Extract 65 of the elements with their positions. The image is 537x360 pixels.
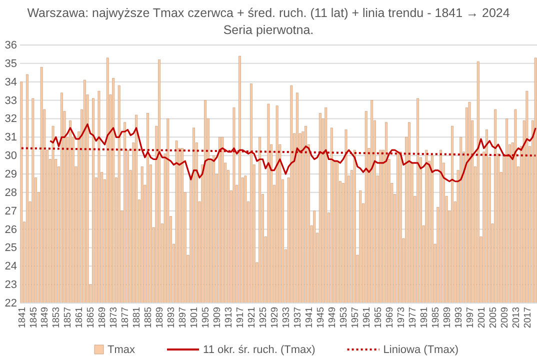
y-tick-label: 36 [4,40,17,52]
y-tick-label: 23 [4,279,17,292]
y-tick-label: 24 [4,260,17,273]
x-tick-label: 1929 [270,307,281,328]
y-tick-label: 25 [4,242,17,254]
x-tick-label: 2005 [488,307,499,328]
x-tick-label: 1877 [120,307,132,328]
x-tick-label: 1965 [372,307,384,328]
x-tick-label: 1861 [74,307,86,328]
x-tick-label: 1841 [16,307,28,328]
chart-title: Warszawa: najwyższe Tmax czerwca + śred. ruch. (11 lat) + linia trendu - 1841 → 2024 [27,6,510,20]
y-tick-label: 26 [4,224,17,236]
x-tick-label: 1945 [315,307,326,328]
legend-label: Liniowa (Tmax) [383,344,458,356]
x-tick-label: 1997 [464,307,476,328]
y-tick-label: 29 [4,168,17,181]
y-tick-label: 34 [4,76,17,88]
x-tick-label: 1925 [258,307,270,328]
x-tick-label: 1897 [178,307,189,328]
x-tick-label: 1921 [246,307,258,328]
legend-label: 11 okr. śr. ruch. (Tmax) [203,344,316,356]
x-tick-label: 1917 [235,307,246,328]
x-tick-label: 1905 [200,307,212,328]
x-tick-label: 1885 [143,307,154,328]
x-tick-label: 1953 [338,307,350,328]
x-tick-label: 1865 [86,307,97,328]
x-tick-label: 2013 [510,307,522,328]
x-tick-label: 1889 [154,307,166,328]
y-tick-label: 27 [4,205,17,218]
x-tick-label: 1941 [304,307,315,328]
legend-label: Tmax [108,344,136,356]
x-tick-label: 1969 [384,307,396,328]
x-tick-label: 1845 [28,307,40,328]
y-tick-label: 22 [4,298,17,310]
x-tick-label: 1989 [442,307,453,328]
x-tick-label: 1849 [40,307,51,328]
x-tick-label: 1873 [108,307,120,328]
x-tick-label: 2017 [522,307,534,328]
x-tick-label: 2001 [476,307,488,328]
y-tick-label: 32 [4,113,17,126]
x-tick-label: 1961 [361,307,372,328]
y-tick-label: 31 [4,132,17,144]
x-tick-label: 1985 [430,307,442,328]
x-tick-label: 1949 [326,307,338,328]
x-tick-label: 1957 [350,307,361,328]
x-tick-label: 1881 [132,307,143,328]
x-tick-label: 1857 [62,307,74,328]
y-tick-label: 28 [4,186,17,199]
y-tick-label: 30 [4,150,17,162]
x-tick-label: 1937 [292,307,304,328]
x-tick-label: 1893 [166,307,178,328]
x-tick-label: 1909 [212,307,224,328]
x-tick-label: 1933 [281,307,292,328]
x-tick-label: 1977 [407,307,418,328]
x-tick-label: 1853 [51,307,62,328]
x-tick-label: 1913 [224,307,235,328]
chart-subtitle: Seria pierwotna. [223,23,314,37]
y-tick-label: 33 [4,94,17,107]
x-tick-label: 1973 [396,307,407,328]
y-tick-label: 35 [4,58,17,70]
x-tick-label: 1901 [189,307,200,328]
x-tick-label: 1981 [418,307,430,328]
x-tick-label: 1993 [453,307,464,328]
x-tick-label: 1869 [97,307,108,328]
x-tick-label: 2009 [499,307,510,328]
